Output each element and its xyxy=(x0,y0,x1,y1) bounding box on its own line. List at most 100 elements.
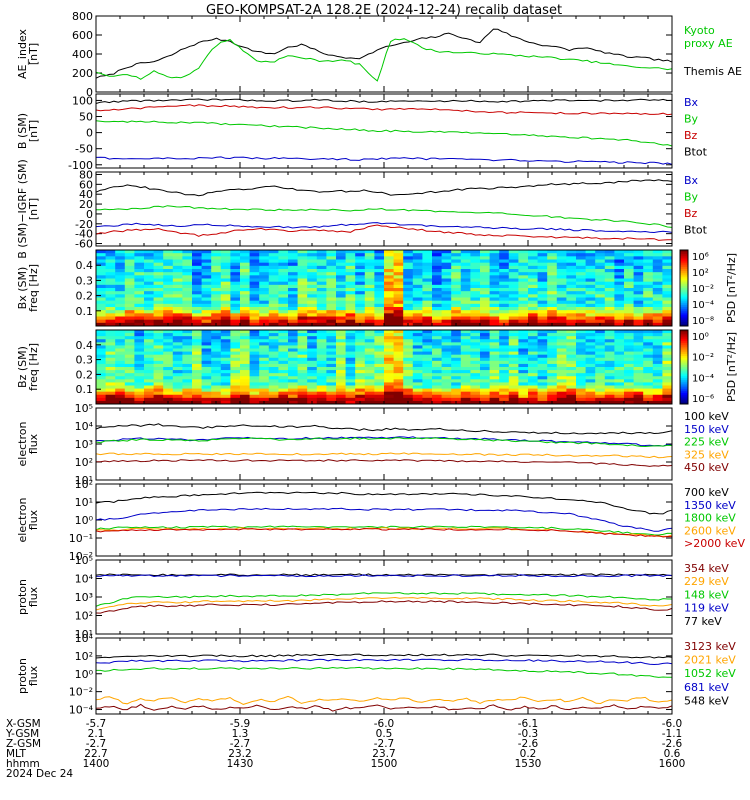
heatmap-cell xyxy=(393,272,404,276)
heatmap-cell xyxy=(585,250,596,254)
heatmap-cell xyxy=(326,256,337,260)
heatmap-cell xyxy=(278,397,289,402)
heatmap-cell xyxy=(259,284,270,289)
heatmap-cell xyxy=(508,269,519,273)
heatmap-cell xyxy=(134,294,145,298)
heatmap-cell xyxy=(259,379,270,383)
heatmap-cell xyxy=(240,256,250,260)
heatmap-cell xyxy=(105,291,116,295)
colorbar-cell xyxy=(680,303,688,306)
heatmap-cell xyxy=(451,303,462,308)
heatmap-cell xyxy=(432,370,442,374)
y-tick-label: 0 xyxy=(86,127,93,140)
heatmap-cell xyxy=(451,339,462,343)
heatmap-cell xyxy=(336,330,346,334)
heatmap-cell xyxy=(595,342,606,346)
heatmap-cell xyxy=(345,316,356,321)
heatmap-cell xyxy=(144,313,154,317)
heatmap-cell xyxy=(345,259,356,264)
heatmap-cell xyxy=(518,316,529,321)
heatmap-cell xyxy=(316,357,327,362)
heatmap-cell xyxy=(441,300,452,305)
heatmap-cell xyxy=(124,382,135,386)
x-axis-row-label: Y-GSM xyxy=(5,728,39,740)
heatmap-cell xyxy=(412,250,423,254)
heatmap-cell xyxy=(316,281,327,286)
heatmap-cell xyxy=(124,330,135,334)
heatmap-cell xyxy=(288,278,298,283)
heatmap-cell xyxy=(153,288,164,292)
heatmap-cell xyxy=(345,379,356,383)
heatmap-cell xyxy=(115,382,126,386)
heatmap-cell xyxy=(124,259,135,264)
heatmap-cell xyxy=(662,284,673,289)
heatmap-cell xyxy=(220,272,231,276)
heatmap-cell xyxy=(297,345,308,349)
heatmap-cell xyxy=(172,300,183,305)
x-axis-tick-value: 1500 xyxy=(371,758,398,770)
heatmap-cell xyxy=(249,339,260,343)
heatmap-cell xyxy=(163,360,174,365)
heatmap-cell xyxy=(528,291,538,295)
heatmap-cell xyxy=(182,300,193,305)
heatmap-cell xyxy=(633,278,644,283)
heatmap-cell xyxy=(585,322,596,327)
heatmap-cell xyxy=(105,385,116,389)
heatmap-cell xyxy=(192,288,202,292)
heatmap-cell xyxy=(595,348,606,352)
heatmap-cell xyxy=(268,262,279,267)
y-axis-unit: flux xyxy=(27,509,40,530)
heatmap-cell xyxy=(556,272,567,276)
heatmap-cell xyxy=(643,272,654,276)
heatmap-cell xyxy=(259,259,270,264)
y-tick-label: 200 xyxy=(72,67,93,80)
heatmap-cell xyxy=(316,313,327,317)
heatmap-cell xyxy=(499,262,510,267)
heatmap-cell xyxy=(297,272,308,276)
heatmap-cell xyxy=(307,397,318,402)
heatmap-cell xyxy=(124,367,135,371)
heatmap-cell xyxy=(115,300,126,305)
heatmap-cell xyxy=(374,385,385,389)
heatmap-cell xyxy=(288,322,298,327)
heatmap-cell xyxy=(393,385,404,389)
heatmap-cell xyxy=(316,300,327,305)
heatmap-cell xyxy=(480,351,490,356)
heatmap-cell xyxy=(163,307,174,311)
heatmap-cell xyxy=(240,310,250,314)
panel-bz_psd: Bz (SM)freq [Hz] 0.10.20.30.410⁰10⁻²10⁻⁴1… xyxy=(16,329,738,405)
heatmap-cell xyxy=(336,291,346,295)
heatmap-cell xyxy=(345,297,356,302)
heatmap-cell xyxy=(384,373,394,377)
heatmap-cell xyxy=(499,385,510,389)
heatmap-cell xyxy=(172,370,183,374)
heatmap-cell xyxy=(480,394,490,399)
heatmap-cell xyxy=(499,388,510,393)
heatmap-cell xyxy=(115,288,126,292)
colorbar-cell xyxy=(680,308,688,312)
heatmap-cell xyxy=(278,278,289,283)
heatmap-cell xyxy=(374,394,385,399)
heatmap-cell xyxy=(393,394,404,399)
heatmap-cell xyxy=(528,357,538,362)
heatmap-cell xyxy=(374,256,385,260)
heatmap-cell xyxy=(624,250,634,254)
heatmap-cell xyxy=(480,391,490,396)
heatmap-cell xyxy=(432,307,442,311)
heatmap-cell xyxy=(624,388,634,393)
heatmap-cell xyxy=(441,385,452,389)
heatmap-cell xyxy=(336,310,346,314)
heatmap-cell xyxy=(144,272,154,276)
heatmap-cell xyxy=(633,330,644,334)
heatmap-cell xyxy=(249,319,260,324)
series-line--2000-kev xyxy=(95,527,673,538)
heatmap-cell xyxy=(508,385,519,389)
heatmap-cell xyxy=(614,284,625,289)
heatmap-cell xyxy=(316,339,327,343)
heatmap-cell xyxy=(547,336,558,340)
heatmap-cell xyxy=(96,354,106,359)
x-axis-row-label: Z-GSM xyxy=(6,738,41,750)
heatmap-cell xyxy=(470,294,481,298)
heatmap-cell xyxy=(624,288,634,292)
